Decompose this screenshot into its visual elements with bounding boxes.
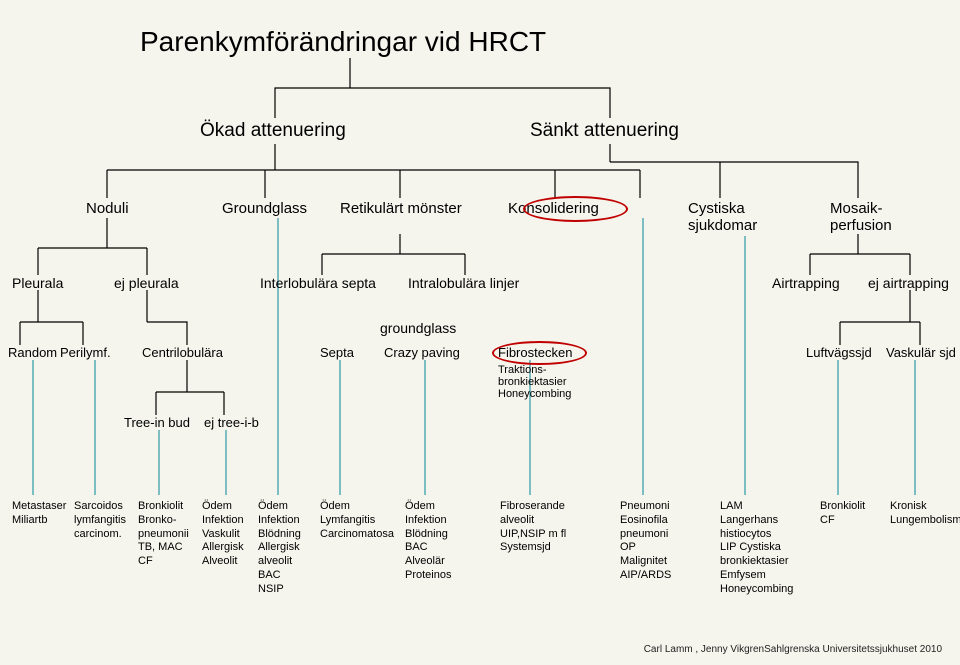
- node-mosaik: Mosaik- perfusion: [830, 200, 892, 234]
- diagram-title: Parenkymförändringar vid HRCT: [140, 26, 546, 58]
- leaf-column: Ödem Infektion Blödning Allergisk alveol…: [258, 500, 301, 596]
- leaf-column: Pneumoni Eosinofila pneumoni OP Malignit…: [620, 500, 671, 583]
- node-intralobulara: Intralobulära linjer: [408, 275, 519, 291]
- node-retikulart: Retikulärt mönster: [340, 200, 462, 217]
- node-ej-pleurala: ej pleurala: [114, 275, 179, 291]
- node-sankt: Sänkt attenuering: [530, 120, 679, 142]
- highlight-oval: [523, 196, 628, 222]
- node-crazy: Crazy paving: [384, 345, 460, 360]
- leaf-column: Metastaser Miliartb: [12, 500, 66, 528]
- node-groundglass-sub: groundglass: [380, 320, 456, 336]
- leaf-column: Kronisk Lungembolism: [890, 500, 960, 528]
- node-noduli: Noduli: [86, 200, 129, 217]
- node-ej-tree: ej tree-i-b: [204, 415, 259, 430]
- node-fibrostecken: Fibrostecken: [498, 345, 572, 360]
- node-groundglass: Groundglass: [222, 200, 307, 217]
- node-interlobulara: Interlobulära septa: [260, 275, 376, 291]
- leaf-column: LAM Langerhans histiocytos LIP Cystiska …: [720, 500, 793, 596]
- node-airtrapping: Airtrapping: [772, 275, 840, 291]
- leaf-column: Bronkiolit CF: [820, 500, 865, 528]
- leaf-column: Bronkiolit Bronko- pneumonii TB, MAC CF: [138, 500, 189, 569]
- node-septa: Septa: [320, 345, 354, 360]
- node-centrilobulara: Centrilobulära: [142, 345, 223, 360]
- node-pleurala: Pleurala: [12, 275, 63, 291]
- node-okad: Ökad attenuering: [200, 120, 346, 142]
- leaf-column: Ödem Lymfangitis Carcinomatosa: [320, 500, 394, 541]
- node-traktions: Traktions- bronkiektasier Honeycombing: [498, 364, 571, 400]
- node-vaskular: Vaskulär sjd: [886, 345, 956, 360]
- node-random: Random: [8, 345, 57, 360]
- leaf-column: Fibroserande alveolit UIP,NSIP m fl Syst…: [500, 500, 566, 555]
- node-tree-in-bud: Tree-in bud: [124, 415, 190, 430]
- node-ej-airtrapping: ej airtrapping: [868, 275, 949, 291]
- node-cystiska: Cystiska sjukdomar: [688, 200, 757, 234]
- node-luftvagssjd: Luftvägssjd: [806, 345, 872, 360]
- node-perilymf: Perilymf.: [60, 345, 111, 360]
- leaf-column: Sarcoidos lymfangitis carcinom.: [74, 500, 126, 541]
- leaf-column: Ödem Infektion Vaskulit Allergisk Alveol…: [202, 500, 244, 569]
- footer-credit: Carl Lamm , Jenny VikgrenSahlgrenska Uni…: [644, 644, 942, 655]
- leaf-column: Ödem Infektion Blödning BAC Alveolär Pro…: [405, 500, 451, 583]
